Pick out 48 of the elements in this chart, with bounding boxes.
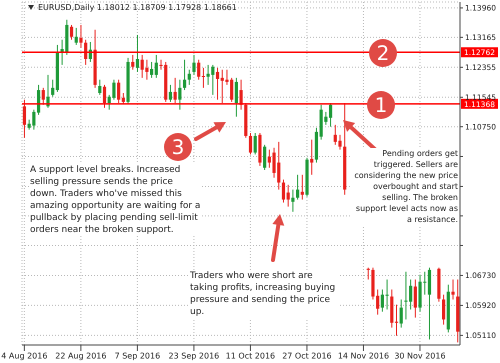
x-tick-label: 22 Aug 2016 xyxy=(55,352,106,361)
annotation: 1 xyxy=(374,93,388,117)
candlestick xyxy=(442,294,446,326)
x-tick-label: 23 Sep 2016 xyxy=(168,352,220,361)
candlestick xyxy=(296,174,300,200)
annotation: Traders who were short are taking profits, increasing buying pressure and sending the price up. xyxy=(190,270,340,318)
candlestick xyxy=(136,34,140,72)
candlestick xyxy=(385,279,389,310)
candlestick xyxy=(263,144,266,170)
candlestick xyxy=(248,132,252,155)
candlestick xyxy=(400,298,403,328)
candlestick xyxy=(74,27,78,46)
candlestick xyxy=(234,77,238,118)
circle-badge: 1 xyxy=(367,91,395,119)
annotation: A support level breaks. Increased selling pressure sends the price down. Traders who've missed this amazing opportunity are waiting for a pullback by placing pending sell-limit orders near the broken support. xyxy=(30,164,202,236)
candlestick xyxy=(178,79,182,110)
x-tick-label: 14 Nov 2016 xyxy=(338,352,390,361)
candlestick xyxy=(84,39,88,66)
candlestick xyxy=(328,102,332,128)
candlestick xyxy=(366,267,370,280)
candlestick xyxy=(168,84,172,102)
x-tick-label: 4 Aug 2016 xyxy=(1,352,48,361)
candlestick xyxy=(174,77,177,104)
candlestick xyxy=(70,24,74,40)
candlestick xyxy=(131,54,134,70)
candlestick xyxy=(42,87,45,106)
candlestick xyxy=(310,139,314,176)
candlestick xyxy=(192,54,196,76)
annotation: Pending orders get triggered. Sellers are considering the new price overbought and start selling. The broken support level acts now as a resistance. xyxy=(350,148,458,225)
annotation: 2 xyxy=(376,41,390,65)
candlestick xyxy=(22,99,26,138)
circle-badge: 2 xyxy=(369,39,397,67)
candlestick xyxy=(102,84,106,108)
x-tick-label: 30 Nov 2016 xyxy=(394,352,446,361)
chart-title: EURUSD,Daily 1.18012 1.18709 1.17928 1.18661 xyxy=(38,3,237,12)
candlestick xyxy=(254,132,257,155)
x-tick-label: 11 Oct 2016 xyxy=(226,352,276,361)
x-tick-label: 7 Sep 2016 xyxy=(114,352,160,361)
candlestick xyxy=(414,279,417,318)
candlestick xyxy=(451,279,455,300)
candlestick xyxy=(188,69,191,86)
annotation: 3 xyxy=(172,135,184,159)
circle-badge: 3 xyxy=(164,133,192,161)
candlestick xyxy=(182,59,186,91)
candlestick xyxy=(300,174,304,200)
x-tick-label: 27 Oct 2016 xyxy=(282,352,332,361)
candlestick xyxy=(291,189,294,212)
candlestick xyxy=(98,79,102,96)
